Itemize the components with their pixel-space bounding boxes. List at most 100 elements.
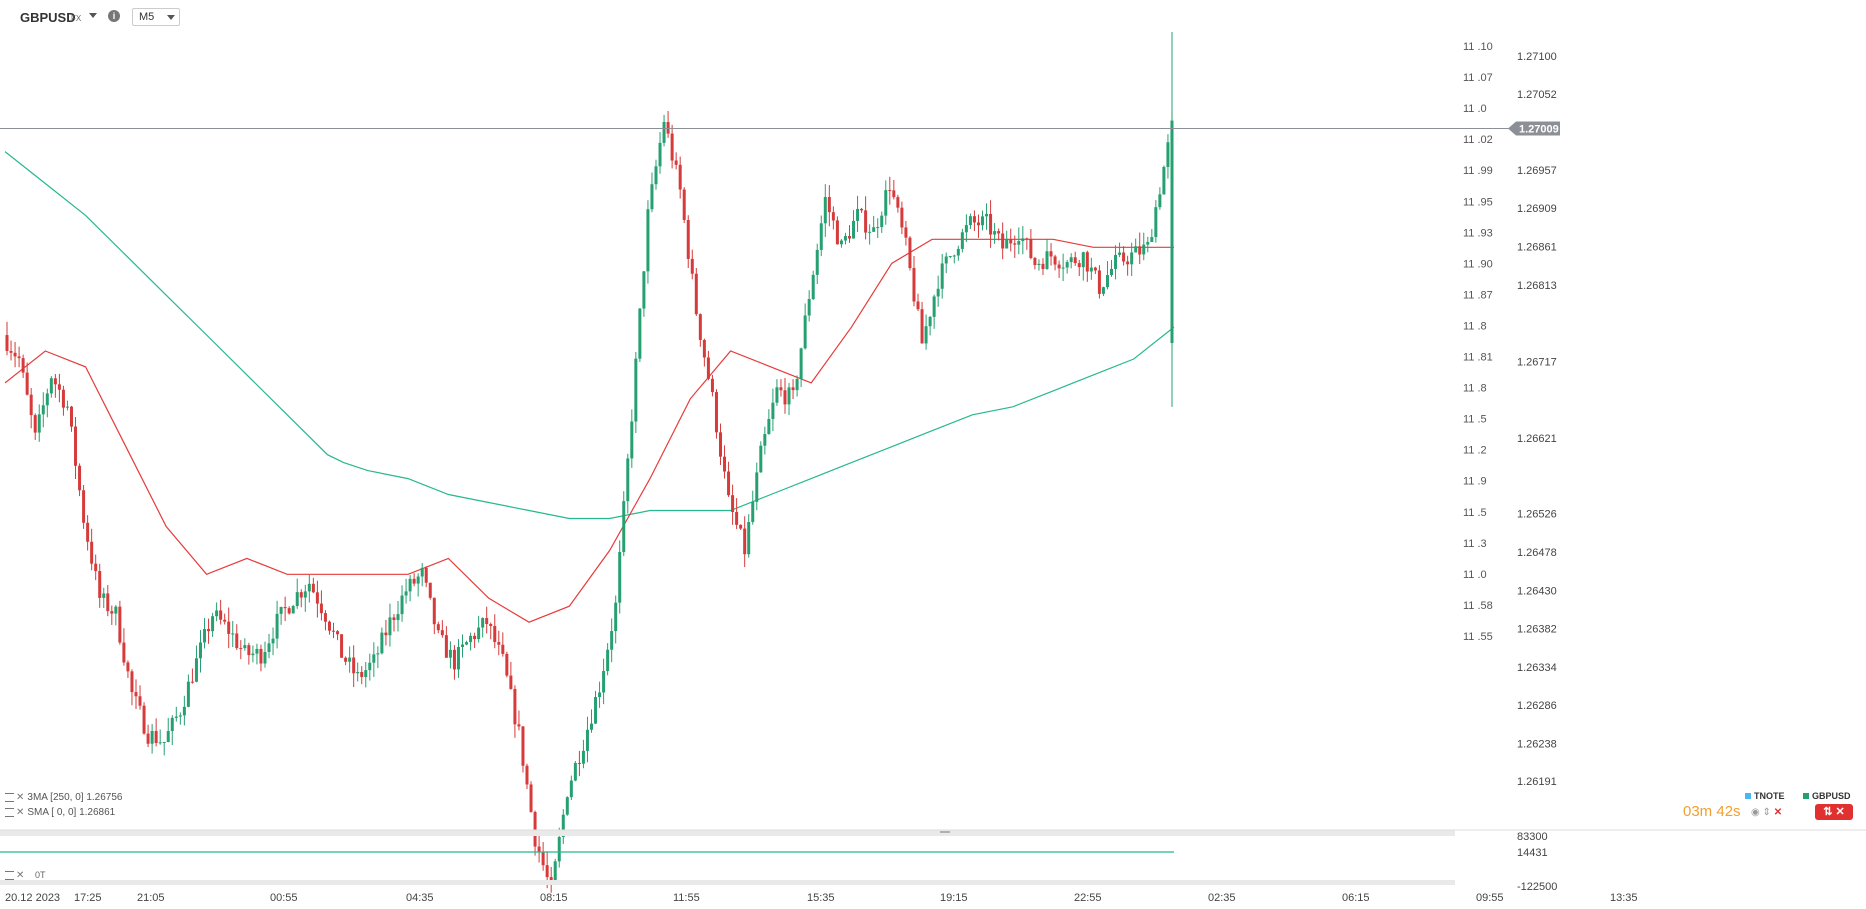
candle <box>404 578 408 604</box>
candle <box>811 270 815 301</box>
candle <box>102 587 106 609</box>
candle-body <box>57 384 61 390</box>
candle <box>896 194 900 213</box>
candle <box>122 628 126 666</box>
candle <box>1017 227 1021 255</box>
candle-body <box>573 762 577 781</box>
candle <box>114 605 118 626</box>
chart-header: GBPUSD FX i M5 <box>0 0 1866 30</box>
y-tick-label: 1.27100 <box>1517 51 1557 63</box>
candle-body <box>384 632 388 636</box>
candle-body <box>456 646 460 670</box>
timeframe-select[interactable]: M5 <box>132 8 180 26</box>
symbol-dropdown-caret-icon[interactable] <box>89 13 97 18</box>
candle-body <box>892 190 896 198</box>
legend-label: 3MA [250, 0] 1.26756 <box>27 792 123 803</box>
candle <box>110 605 114 625</box>
candle <box>529 781 533 813</box>
candle <box>1029 228 1033 260</box>
y-tick-label: 1.26430 <box>1517 585 1557 597</box>
x-tick-label: 02:35 <box>1208 892 1236 904</box>
candle <box>880 211 884 233</box>
symbol-legend-gbpusd[interactable]: GBPUSD <box>1803 791 1851 801</box>
x-tick-label: 20.12 2023 <box>5 892 60 904</box>
candle-body <box>1162 166 1166 195</box>
candle <box>581 739 585 769</box>
y-tick-label: 1.26813 <box>1517 280 1557 292</box>
remove-compare-icon[interactable]: ✕ <box>1773 807 1783 818</box>
symbol-title[interactable]: GBPUSD <box>20 10 76 25</box>
candle <box>876 218 880 238</box>
candle <box>751 490 755 525</box>
time-axis[interactable]: 20.12 2023 17:25 21:05 00:55 04:35 08:15 11:55… <box>5 892 1638 904</box>
candle <box>952 254 956 264</box>
candle-body <box>972 216 976 223</box>
legend-sma-250[interactable]: ✕ 3MA [250, 0] 1.26756 <box>5 792 122 803</box>
candle <box>924 314 928 350</box>
remove-indicator-icon[interactable]: ✕ <box>16 792 25 803</box>
volume-panel: 83300 14431 -122500 <box>0 829 1866 893</box>
candle <box>162 741 166 756</box>
candle-body <box>166 731 170 742</box>
candle <box>767 409 771 435</box>
candle-body <box>436 624 440 631</box>
candle <box>1146 236 1150 253</box>
candles <box>5 31 1174 893</box>
candle-body <box>194 658 198 682</box>
candle-body <box>807 299 811 316</box>
candle-body <box>674 160 678 165</box>
candle <box>57 373 61 403</box>
price-axis[interactable]: 1.27100 1.27052 1.26957 1.26909 1.26861 1.268… <box>1517 51 1557 788</box>
candle-body <box>646 209 650 272</box>
legend-volume[interactable]: ✕ <box>5 870 27 881</box>
candle-body <box>714 392 718 433</box>
candle <box>1118 242 1122 258</box>
legend-sma-short[interactable]: ✕ SMA [ 0, 0] 1.26861 <box>5 807 115 818</box>
remove-indicator-icon[interactable]: ✕ <box>16 807 25 818</box>
eye-icon[interactable]: ◉ <box>1751 807 1760 818</box>
candle <box>448 641 452 669</box>
candle <box>174 706 178 722</box>
indicator-settings-icon[interactable] <box>5 792 14 802</box>
candle <box>1045 239 1049 270</box>
candle-body <box>174 716 178 718</box>
symbol-legend-tnote[interactable]: TNOTE <box>1745 791 1785 801</box>
candle-body <box>924 326 928 344</box>
remove-indicator-icon[interactable]: ✕ <box>16 870 25 881</box>
candle-body <box>21 358 25 373</box>
candle <box>912 256 916 307</box>
candle-body <box>727 471 731 496</box>
candle <box>33 413 37 440</box>
candle-body <box>602 671 606 693</box>
color-swatch <box>1803 793 1809 799</box>
candle <box>694 268 698 316</box>
candle-body <box>1045 251 1049 270</box>
candle-body <box>650 184 654 210</box>
indicator-settings-icon[interactable] <box>5 807 14 817</box>
candle-body <box>323 613 327 622</box>
candle <box>727 461 731 497</box>
candle-body <box>585 729 589 751</box>
candle-body <box>223 619 227 622</box>
candle <box>509 661 513 690</box>
candle-body <box>440 630 444 636</box>
candle <box>90 528 94 571</box>
reorder-icon[interactable]: ⇕ <box>1762 807 1771 818</box>
x-tick-label: 22:55 <box>1074 892 1102 904</box>
candle-body <box>1101 287 1105 294</box>
candle-body <box>424 567 428 583</box>
candle-body <box>1049 251 1053 257</box>
indicator-settings-icon[interactable] <box>5 870 14 880</box>
candle-body <box>396 614 400 621</box>
candle-body <box>594 697 598 724</box>
candle-body <box>843 236 847 241</box>
candle <box>989 200 993 248</box>
candle <box>428 582 432 600</box>
candle <box>473 632 477 648</box>
close-compare-button[interactable]: ⇅ ✕ <box>1815 804 1853 820</box>
candle-body <box>211 616 215 632</box>
candle-body <box>412 578 416 584</box>
info-icon[interactable]: i <box>108 10 120 22</box>
candle <box>303 584 307 612</box>
